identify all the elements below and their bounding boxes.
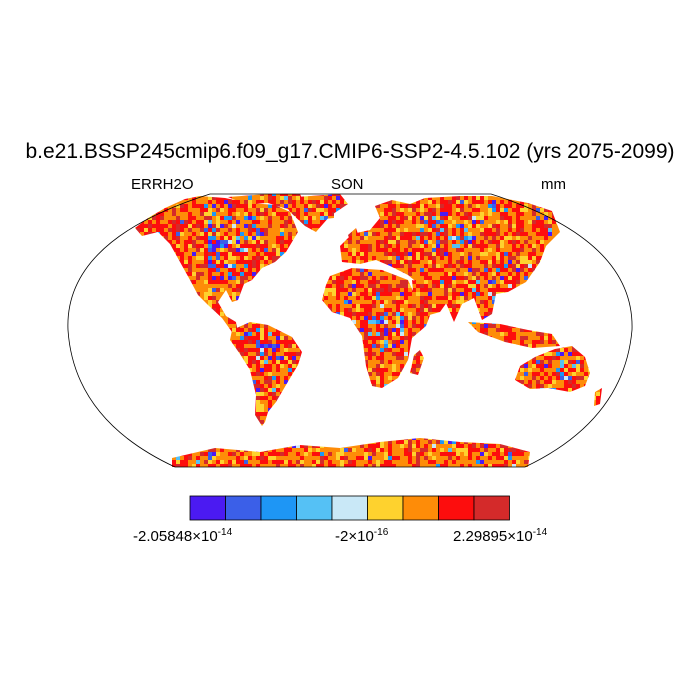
land-data-cells xyxy=(135,194,602,467)
colorbar-min-label: -2.05848×10-14 xyxy=(133,527,233,545)
colorbar-box xyxy=(402,495,439,521)
colorbar-max-label: 2.29895×10-14 xyxy=(453,527,548,545)
globe-outline xyxy=(67,193,633,468)
colorbar-box xyxy=(473,495,510,521)
colorbar-box xyxy=(296,495,333,521)
colorbar-box xyxy=(189,495,226,521)
units-label: mm xyxy=(541,176,566,193)
colorbar-box xyxy=(438,495,475,521)
plot-title: b.e21.BSSP245cmip6.f09_g17.CMIP6-SSP2-4.… xyxy=(25,140,675,163)
season-label: SON xyxy=(331,176,364,193)
colorbar-box xyxy=(367,495,404,521)
colorbar-mid-label: -2×10-16 xyxy=(335,527,389,545)
colorbar-box xyxy=(331,495,368,521)
variable-label: ERRH2O xyxy=(131,176,194,193)
colorbar-box xyxy=(225,495,262,521)
colorbar xyxy=(189,495,510,521)
colorbar-box xyxy=(260,495,297,521)
